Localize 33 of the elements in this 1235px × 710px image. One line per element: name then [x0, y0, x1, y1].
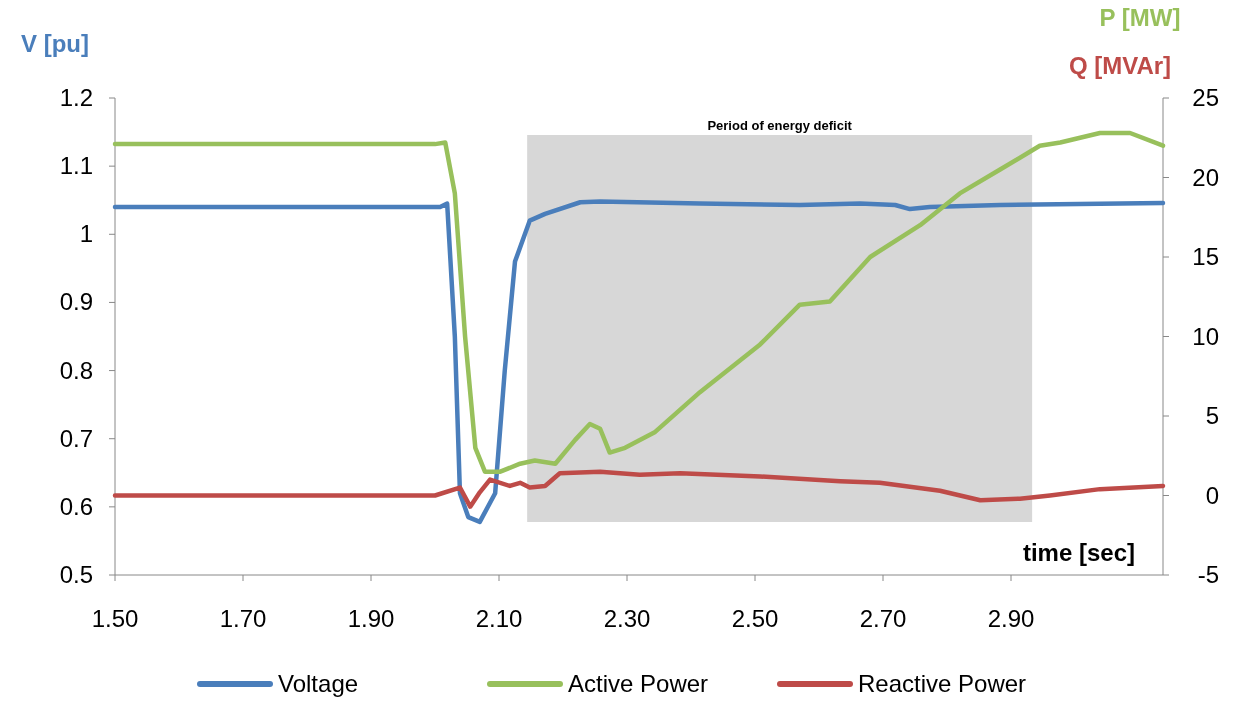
y2-tick-label: -5: [1197, 561, 1219, 588]
legend-label: Voltage: [278, 670, 359, 697]
legend-label: Reactive Power: [858, 670, 1027, 697]
line-series: [112, 199, 1166, 525]
y-tick-label: 0.6: [59, 492, 93, 520]
x-tick-label: 2.10: [475, 605, 523, 632]
x-tick-label: 1.70: [219, 605, 267, 632]
y2-axis-title: P [MW]: [1099, 4, 1181, 31]
x-tick-label: 2.70: [859, 605, 907, 632]
y-tick-label: 1: [79, 220, 93, 248]
line-series: [112, 469, 1166, 509]
x-tick-label: 2.30: [603, 605, 651, 632]
y-tick-label: 0.8: [59, 356, 93, 384]
y-tick-label: 1.2: [59, 84, 93, 111]
y-tick-label: 0.7: [59, 424, 93, 452]
y-tick-label: 0.5: [59, 561, 93, 588]
y-tick-label: 1.1: [59, 152, 93, 180]
y-axis-title: V [pu]: [21, 30, 89, 57]
y2-tick-label: 0: [1205, 481, 1219, 509]
x-axis-title: time [sec]: [1022, 539, 1135, 566]
text: Q [MVAr]: [1068, 52, 1172, 79]
y-tick-label: 0.9: [59, 288, 93, 316]
x-tick-label: 1.50: [91, 605, 139, 632]
y2-tick-label: 25: [1192, 84, 1219, 111]
legend-label: Active Power: [568, 670, 709, 697]
y2-tick-label: 5: [1205, 402, 1219, 429]
x-tick-label: 2.90: [987, 605, 1035, 632]
x-tick-label: 2.50: [731, 605, 779, 632]
x-tick-label: 1.90: [347, 605, 395, 632]
y2-tick-label: 10: [1192, 322, 1219, 350]
y2-tick-label: 20: [1192, 163, 1219, 191]
y2-tick-label: 15: [1192, 243, 1219, 270]
band-label: Period of energy deficit: [707, 118, 853, 133]
